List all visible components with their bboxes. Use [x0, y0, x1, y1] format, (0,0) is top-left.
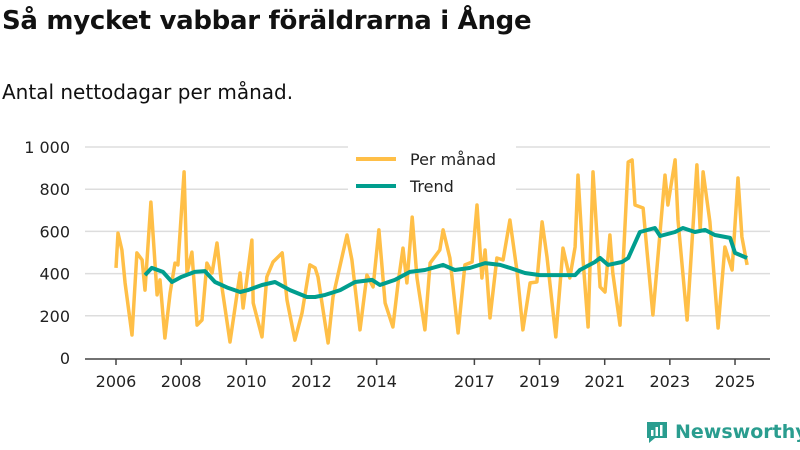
- y-tick-label: 0: [60, 349, 70, 368]
- y-tick-label: 800: [39, 180, 70, 199]
- x-tick-label: 2017: [454, 372, 495, 391]
- legend: Per månad Trend: [348, 145, 516, 199]
- x-tick-label: 2021: [584, 372, 625, 391]
- x-tick-label: 2019: [519, 372, 560, 391]
- trend-line: [143, 226, 748, 299]
- x-tick-label: 2025: [715, 372, 756, 391]
- x-tick-label: 2008: [161, 372, 202, 391]
- series-lines: Per månad Trend: [114, 145, 749, 345]
- chart-subtitle: Antal nettodagar per månad.: [2, 80, 294, 104]
- logo-chart-icon: [647, 422, 667, 443]
- y-tick-label: 200: [39, 307, 70, 326]
- x-axis: 2006 2008 2010 2012 2014 2017 2019 2021 2023 2025: [85, 358, 770, 391]
- newsworthy-logo: Newsworthy: [645, 420, 800, 444]
- x-tick-label: 2006: [96, 372, 137, 391]
- legend-label-per-month: Per månad: [410, 150, 496, 169]
- logo-text: Newsworthy: [675, 421, 800, 443]
- y-tick-label: 1 000: [24, 138, 70, 157]
- x-tick-label: 2010: [226, 372, 267, 391]
- x-tick-label: 2023: [650, 372, 691, 391]
- legend-background: [348, 145, 516, 199]
- chart-title: Så mycket vabbar föräldrarna i Ånge: [2, 6, 532, 36]
- y-tick-label: 600: [39, 222, 70, 241]
- y-axis: 0 200 400 600 800 1 000: [24, 138, 70, 368]
- x-tick-label: 2012: [291, 372, 332, 391]
- y-tick-label: 400: [39, 265, 70, 284]
- legend-label-trend: Trend: [409, 177, 454, 196]
- x-tick-label: 2014: [356, 372, 397, 391]
- per-month-line: [114, 158, 749, 345]
